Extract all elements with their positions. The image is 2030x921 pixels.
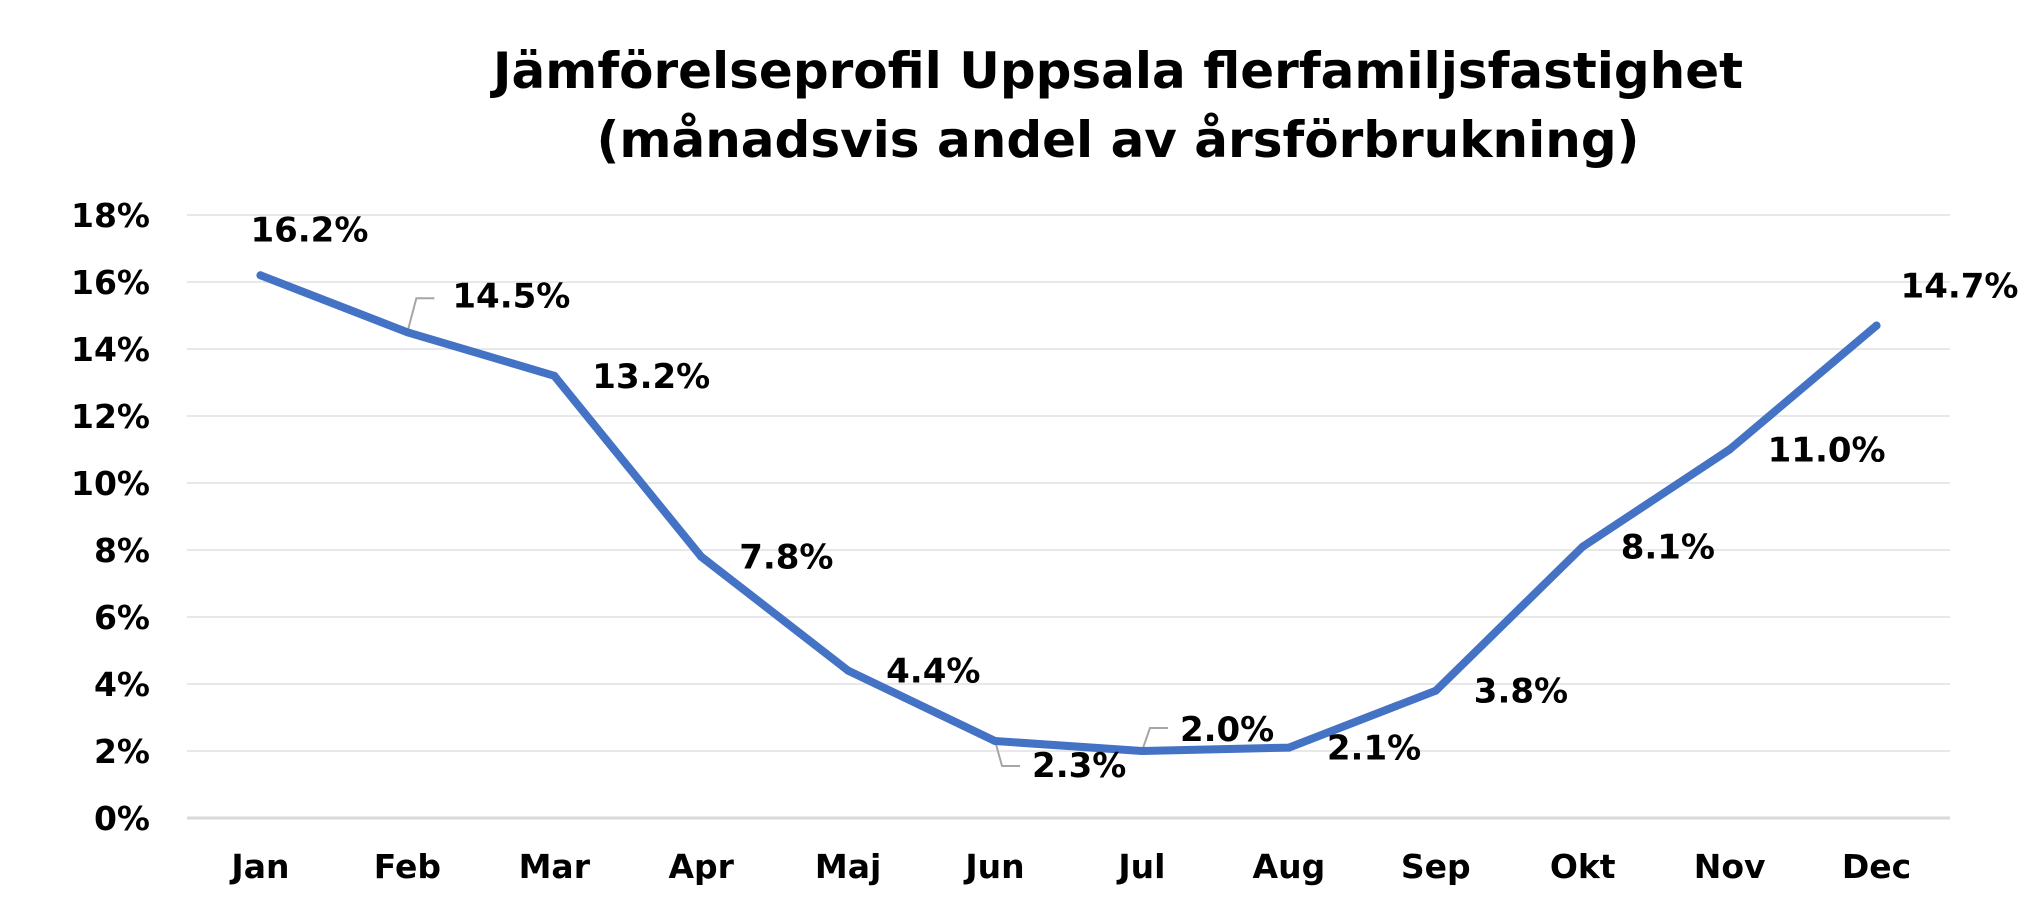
data-label: 4.4% xyxy=(886,652,980,692)
x-tick-label: Sep xyxy=(1401,847,1471,886)
x-axis: Jan Feb Mar Apr Maj Jun Jul Aug Sep Okt Nov Dec xyxy=(229,847,1911,886)
leader-line xyxy=(406,297,435,333)
data-label: 2.1% xyxy=(1327,729,1421,769)
data-label: 2.3% xyxy=(1032,746,1126,786)
y-tick-label: 12% xyxy=(71,397,150,436)
x-tick-label: Jul xyxy=(1116,847,1165,886)
x-tick-label: Maj xyxy=(815,847,881,886)
x-tick-label: Jan xyxy=(229,847,289,886)
data-point xyxy=(697,552,706,561)
y-tick-label: 2% xyxy=(94,732,150,771)
x-tick-label: Jun xyxy=(963,847,1024,886)
series-layer xyxy=(256,271,1881,755)
data-point xyxy=(1431,686,1440,695)
data-point xyxy=(1137,747,1146,755)
data-labels: 16.2% 14.5% 13.2% 7.8% 4.4% 2.3% 2.0% 2.1% 3.8% 8… xyxy=(250,210,2018,786)
data-point xyxy=(1578,542,1587,551)
x-tick-label: Apr xyxy=(668,847,734,886)
gridlines xyxy=(187,214,1950,820)
data-point xyxy=(1725,445,1734,454)
y-axis: 0% 2% 4% 6% 8% 10% 12% 14% 16% 18% xyxy=(71,196,150,838)
data-point xyxy=(1872,321,1881,330)
data-point xyxy=(991,736,1000,745)
data-label: 8.1% xyxy=(1621,528,1715,568)
x-tick-label: Dec xyxy=(1842,847,1911,886)
data-label: 2.0% xyxy=(1180,710,1274,750)
data-point xyxy=(844,666,853,675)
chart-title-line-1: Jämförelseprofil Uppsala flerfamiljsfast… xyxy=(490,42,1743,100)
x-tick-label: Aug xyxy=(1253,847,1326,886)
data-label: 16.2% xyxy=(250,210,368,250)
data-label: 3.8% xyxy=(1474,672,1568,712)
y-tick-label: 14% xyxy=(71,330,150,369)
y-tick-label: 4% xyxy=(94,665,150,704)
y-tick-label: 8% xyxy=(94,531,150,570)
x-tick-label: Feb xyxy=(374,847,441,886)
data-point xyxy=(1284,743,1293,752)
data-label: 13.2% xyxy=(592,357,710,397)
series-line xyxy=(256,271,1881,755)
chart-title: Jämförelseprofil Uppsala flerfamiljsfast… xyxy=(490,42,1743,169)
data-label: 14.7% xyxy=(1901,267,2019,307)
y-tick-label: 18% xyxy=(71,196,150,235)
data-label: 7.8% xyxy=(739,538,833,578)
x-tick-label: Mar xyxy=(519,847,591,886)
data-label: 11.0% xyxy=(1768,431,1886,471)
leader-line xyxy=(994,740,1021,767)
x-tick-label: Okt xyxy=(1550,847,1616,886)
chart-title-line-2: (månadsvis andel av årsförbrukning) xyxy=(597,111,1640,169)
data-label-leader-lines xyxy=(406,297,1168,767)
y-tick-label: 6% xyxy=(94,598,150,637)
leader-line xyxy=(1141,727,1168,752)
data-point xyxy=(403,328,412,337)
data-point xyxy=(550,371,559,380)
y-tick-label: 16% xyxy=(71,263,150,302)
y-tick-label: 10% xyxy=(71,464,150,503)
data-point xyxy=(256,271,265,280)
y-tick-label: 0% xyxy=(94,799,150,838)
x-tick-label: Nov xyxy=(1694,847,1766,886)
data-label: 14.5% xyxy=(452,276,570,316)
